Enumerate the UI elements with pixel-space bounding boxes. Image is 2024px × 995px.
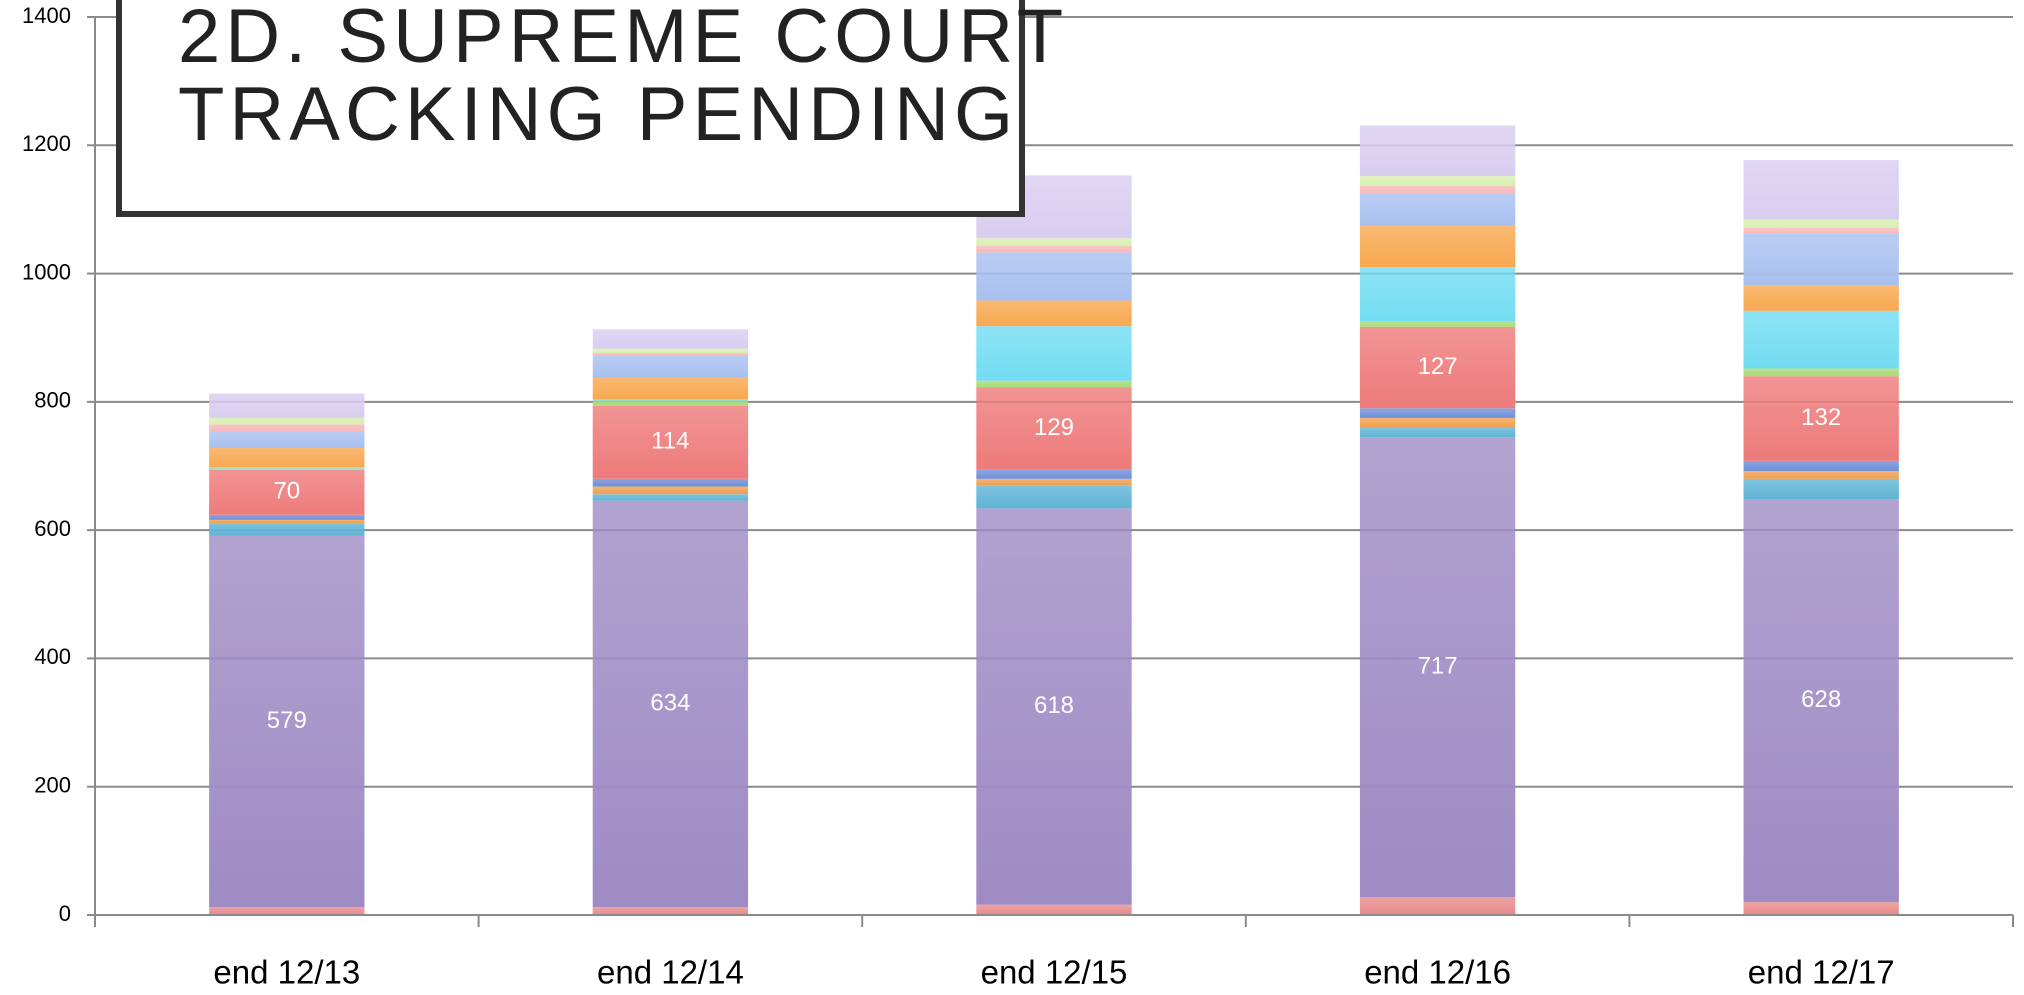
- y-tick-label: 400: [34, 644, 71, 669]
- bar-segment: [1743, 310, 1899, 369]
- title-box: [116, 0, 1025, 217]
- bar-segment: [976, 904, 1132, 915]
- bar-segment: [209, 523, 365, 536]
- y-tick-label: 0: [59, 901, 71, 926]
- bar-segment: [209, 535, 365, 908]
- x-tick-label: end 12/16: [1364, 954, 1511, 991]
- bar-segment: [592, 486, 749, 495]
- bar-segment: [1743, 233, 1899, 286]
- y-tick-label: 600: [34, 516, 71, 541]
- bar-segment: [209, 417, 365, 425]
- bar-segment: [1743, 160, 1899, 220]
- bar-segment: [976, 238, 1132, 246]
- bar-segment: [1359, 321, 1516, 327]
- bar-segment: [209, 448, 365, 468]
- bar-segment: [976, 485, 1132, 509]
- y-tick-label: 1200: [22, 131, 71, 156]
- bar-segment: [1743, 376, 1899, 461]
- y-tick-label: 1400: [22, 3, 71, 28]
- bar-segment: [592, 405, 749, 479]
- bar-segment: [976, 469, 1132, 479]
- bar-segment: [1743, 499, 1899, 903]
- value-label: 132: [1801, 404, 1841, 431]
- value-label: 579: [267, 707, 307, 734]
- bar-segment: [1743, 902, 1899, 915]
- bar-segment: [1743, 285, 1899, 311]
- bar-segment: [592, 329, 749, 349]
- bar-segment: [976, 252, 1132, 301]
- bar-segment: [1743, 227, 1899, 234]
- bar-segment: [209, 514, 365, 520]
- bar-segment: [592, 500, 749, 908]
- bar-segment: [976, 380, 1132, 388]
- bar-segment: [1359, 417, 1516, 428]
- bar-segment: [209, 393, 365, 418]
- x-tick-label: end 12/17: [1748, 954, 1895, 991]
- bar-segment: [976, 508, 1132, 905]
- y-tick-label: 200: [34, 773, 71, 798]
- bar-segment: [209, 907, 365, 915]
- value-label: 129: [1034, 414, 1074, 441]
- bar-segment: [1359, 897, 1516, 915]
- bar-segment: [1359, 408, 1516, 418]
- bar-segment: [1743, 219, 1899, 228]
- bar-segment: [1359, 326, 1516, 409]
- bar-segment: [209, 519, 365, 524]
- y-tick-label: 1000: [22, 259, 71, 284]
- bar-segment: [592, 353, 749, 356]
- bar-segment: [592, 478, 749, 487]
- plot-area: 0 200 400 600 800 1000 1200 1400 579 70 end 12/13 6…: [22, 3, 2014, 991]
- bar-segment: [976, 245, 1132, 253]
- bar-segment: [209, 467, 365, 469]
- bar-segment: [592, 907, 749, 915]
- value-label: 618: [1034, 692, 1074, 719]
- value-label: 628: [1801, 686, 1841, 713]
- bar-segment: [592, 377, 749, 400]
- y-tick-label: 800: [34, 388, 71, 413]
- value-label: 114: [651, 428, 689, 455]
- bar-segment: [1743, 471, 1899, 479]
- bar-segment: [976, 478, 1132, 486]
- bar-segment: [209, 468, 365, 470]
- bar-segment: [1359, 225, 1516, 268]
- bar-segment: [976, 300, 1132, 327]
- value-label: 634: [650, 689, 690, 716]
- bar-segment: [1743, 460, 1899, 472]
- bar-segment: [1743, 368, 1899, 377]
- bar-segment: [209, 469, 365, 515]
- chart-title: 2D. SUPREME COURT: [178, 0, 1068, 79]
- bar-segment: [1359, 125, 1516, 177]
- bar-segment: [1359, 193, 1516, 226]
- x-tick-label: end 12/13: [213, 954, 360, 991]
- value-label: 127: [1418, 353, 1458, 380]
- bar-segment: [592, 399, 749, 401]
- value-label: 717: [1418, 652, 1458, 679]
- bar-segment: [592, 400, 749, 406]
- bar-segment: [1359, 427, 1516, 438]
- chart-title: TRACKING PENDING: [178, 72, 1018, 157]
- x-tick-label: end 12/14: [597, 954, 744, 991]
- bar-segment: [976, 387, 1132, 470]
- bar-segment: [1359, 267, 1516, 322]
- x-tick-label: end 12/15: [981, 954, 1128, 991]
- bar-segment: [1359, 437, 1516, 898]
- value-label: 70: [273, 478, 300, 505]
- bar-segment: [1743, 478, 1899, 500]
- bar-segment: [209, 432, 365, 449]
- bar-segment: [592, 348, 749, 354]
- bar-segment: [1359, 185, 1516, 194]
- bar-segment: [592, 355, 749, 378]
- bar-segment: [1359, 176, 1516, 186]
- bar-segment: [592, 494, 749, 501]
- bar-segment: [209, 424, 365, 433]
- bar-segment: [976, 326, 1132, 381]
